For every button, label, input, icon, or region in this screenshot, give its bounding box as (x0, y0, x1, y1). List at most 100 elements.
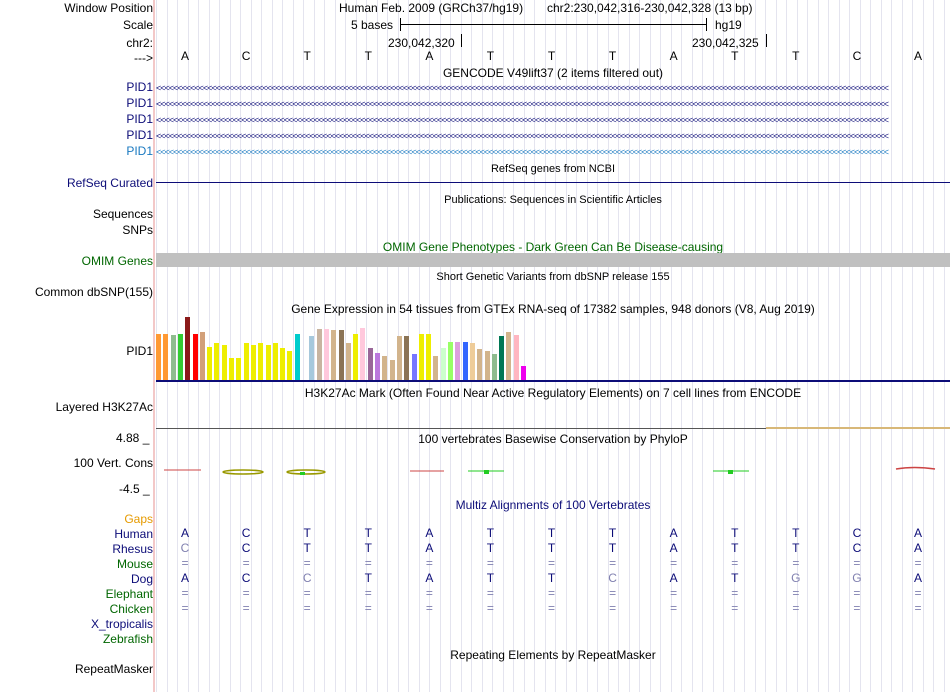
multiz-base: A (180, 526, 189, 540)
omim-track-title[interactable]: OMIM Gene Phenotypes - Dark Green Can Be… (382, 240, 724, 254)
gtex-tissue-bar[interactable] (316, 329, 322, 380)
phylop-track-label[interactable]: 100 Vert. Cons (73, 456, 153, 470)
gencode-transcript[interactable]: <<<<<<<<<<<<<<<<<<<<<<<<<<<<<<<<<<<<<<<<… (156, 100, 889, 109)
gtex-tissue-bar[interactable] (177, 334, 183, 380)
strand-arrow-label[interactable]: ---> (134, 51, 153, 65)
dbsnp-track-label[interactable]: Common dbSNP(155) (34, 285, 153, 299)
gtex-tissue-bar[interactable] (360, 328, 366, 380)
gtex-tissue-bar[interactable] (418, 334, 424, 380)
multiz-track-title[interactable]: Multiz Alignments of 100 Vertebrates (455, 498, 651, 512)
window-position-value[interactable]: chr2:230,042,316-230,042,328 (13 bp) (547, 1, 753, 15)
gtex-tissue-bar[interactable] (323, 329, 329, 380)
multiz-species-label[interactable]: Mouse (116, 557, 153, 571)
gtex-tissue-bar[interactable] (469, 343, 475, 380)
refseq-track-label[interactable]: RefSeq Curated (66, 176, 153, 190)
h3k27ac-track-title[interactable]: H3K27Ac Mark (Often Found Near Active Re… (304, 386, 802, 400)
refseq-track-title[interactable]: RefSeq genes from NCBI (490, 163, 616, 175)
gtex-tissue-bar[interactable] (521, 366, 526, 380)
gtex-tissue-bar[interactable] (345, 343, 351, 380)
gtex-tissue-bar[interactable] (207, 347, 213, 380)
repeatmasker-track-title[interactable]: Repeating Elements by RepeatMasker (450, 648, 656, 662)
h3k27ac-track-label[interactable]: Layered H3K27Ac (55, 400, 153, 414)
gtex-tissue-bar[interactable] (294, 334, 300, 380)
gtex-tissue-bar[interactable] (455, 342, 461, 380)
gencode-item-label[interactable]: PID1 (126, 80, 153, 94)
multiz-species-label[interactable]: Chicken (109, 602, 153, 616)
gtex-tissue-bar[interactable] (258, 343, 264, 380)
gencode-track-title[interactable]: GENCODE V49lift37 (2 items filtered out) (442, 66, 664, 80)
gencode-transcript[interactable]: <<<<<<<<<<<<<<<<<<<<<<<<<<<<<<<<<<<<<<<<… (156, 84, 889, 93)
gtex-tissue-bar[interactable] (433, 356, 439, 380)
gtex-tissue-bar[interactable] (389, 360, 395, 380)
gtex-tissue-bar[interactable] (462, 342, 468, 380)
gtex-tissue-bar[interactable] (426, 334, 432, 380)
gencode-item-label[interactable]: PID1 (126, 96, 153, 110)
gtex-tissue-bar[interactable] (156, 334, 161, 380)
gtex-tissue-bar[interactable] (491, 354, 497, 380)
sequence-base: A (913, 49, 922, 63)
repeatmasker-track-label[interactable]: RepeatMasker (74, 662, 153, 676)
grid-line (523, 0, 525, 692)
sequence-base: T (486, 49, 495, 63)
gtex-tissue-bar[interactable] (353, 334, 359, 380)
gtex-track-title[interactable]: Gene Expression in 54 tissues from GTEx … (291, 302, 815, 316)
gtex-tissue-bar[interactable] (499, 336, 505, 380)
gtex-tissue-bar[interactable] (448, 342, 453, 380)
gtex-tissue-bar[interactable] (484, 351, 490, 380)
multiz-species-label[interactable]: Dog (130, 572, 153, 586)
gtex-tissue-bar[interactable] (367, 348, 373, 380)
gtex-tissue-bar[interactable] (477, 349, 483, 380)
gtex-tissue-bar[interactable] (506, 332, 512, 380)
gtex-tissue-bar[interactable] (280, 348, 286, 380)
sequences-track-label[interactable]: Sequences (92, 207, 153, 221)
gaps-label[interactable]: Gaps (124, 512, 153, 526)
multiz-species-label[interactable]: Elephant (105, 587, 153, 601)
omim-phenotype-bar[interactable] (156, 253, 950, 267)
refseq-gene-line[interactable] (156, 182, 950, 183)
gtex-tissue-bar[interactable] (163, 334, 169, 380)
gtex-tissue-bar[interactable] (265, 345, 271, 380)
gtex-tissue-bar[interactable] (338, 330, 344, 380)
dbsnp-track-title[interactable]: Short Genetic Variants from dbSNP releas… (436, 271, 670, 283)
coord-right-tick (766, 34, 767, 47)
gtex-tissue-bar[interactable] (331, 330, 337, 380)
gtex-tissue-bar[interactable] (221, 345, 227, 380)
gtex-tissue-bar[interactable] (404, 336, 410, 380)
gtex-tissue-bar[interactable] (192, 334, 198, 380)
multiz-species-label[interactable]: Rhesus (112, 542, 153, 556)
gtex-tissue-bar[interactable] (214, 343, 220, 380)
gtex-tissue-bar[interactable] (440, 348, 446, 380)
gtex-tissue-bar[interactable] (396, 336, 402, 380)
gtex-tissue-bar[interactable] (170, 335, 176, 380)
gencode-transcript[interactable]: <<<<<<<<<<<<<<<<<<<<<<<<<<<<<<<<<<<<<<<<… (156, 116, 889, 125)
gencode-item-label[interactable]: PID1 (126, 128, 153, 142)
gtex-tissue-bar[interactable] (375, 353, 380, 380)
gtex-tissue-bar[interactable] (309, 336, 315, 380)
publications-track-title[interactable]: Publications: Sequences in Scientific Ar… (444, 194, 662, 206)
gtex-track-label[interactable]: PID1 (126, 344, 153, 358)
phylop-signal[interactable] (156, 460, 950, 480)
gtex-tissue-bar[interactable] (287, 351, 293, 380)
phylop-track-title[interactable]: 100 vertebrates Basewise Conservation by… (418, 432, 688, 446)
omim-track-label[interactable]: OMIM Genes (81, 254, 153, 268)
gtex-tissue-bar[interactable] (229, 358, 234, 380)
gtex-tissue-bar[interactable] (382, 356, 388, 380)
gencode-item-label[interactable]: PID1 (126, 112, 153, 126)
gtex-tissue-bar[interactable] (513, 335, 519, 380)
gtex-bar-chart[interactable] (156, 316, 536, 380)
gtex-tissue-bar[interactable] (250, 345, 256, 380)
multiz-species-label[interactable]: Human (114, 527, 153, 541)
snps-track-label[interactable]: SNPs (122, 223, 153, 237)
gtex-tissue-bar[interactable] (199, 332, 205, 380)
gencode-transcript[interactable]: <<<<<<<<<<<<<<<<<<<<<<<<<<<<<<<<<<<<<<<<… (156, 148, 889, 157)
gtex-tissue-bar[interactable] (243, 343, 249, 380)
gtex-tissue-bar[interactable] (236, 358, 242, 380)
multiz-species-label[interactable]: X_tropicalis (90, 617, 153, 631)
gencode-transcript[interactable]: <<<<<<<<<<<<<<<<<<<<<<<<<<<<<<<<<<<<<<<<… (156, 132, 889, 141)
multiz-species-label[interactable]: Zebrafish (102, 632, 153, 646)
gtex-tissue-bar[interactable] (272, 343, 278, 380)
gtex-tissue-bar[interactable] (411, 354, 417, 380)
gtex-tissue-bar[interactable] (185, 317, 191, 380)
gencode-item-label[interactable]: PID1 (126, 144, 153, 158)
